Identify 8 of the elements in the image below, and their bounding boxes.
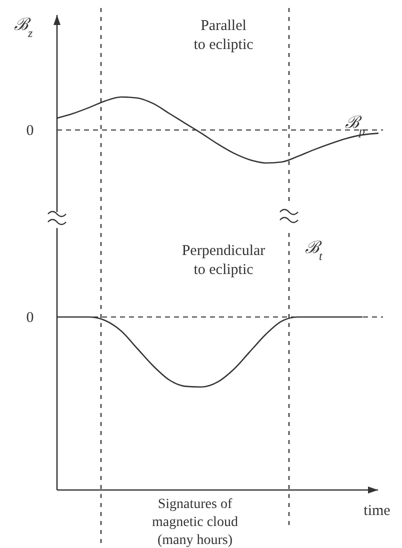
ref-line-label: 0 xyxy=(26,123,34,139)
legend-label: ℬ$_{t}$ xyxy=(305,238,323,263)
ref-line-label: 0 xyxy=(26,310,34,326)
x-axis-title: time xyxy=(364,503,391,519)
text: Signatures of magnetic cloud (many hours) xyxy=(152,497,238,548)
chart-title: Perpendicular to ecliptic xyxy=(182,243,266,278)
chart-title: Parallel to ecliptic xyxy=(194,18,254,53)
y-axis-title: ℬ$_{z}$ xyxy=(14,15,33,40)
